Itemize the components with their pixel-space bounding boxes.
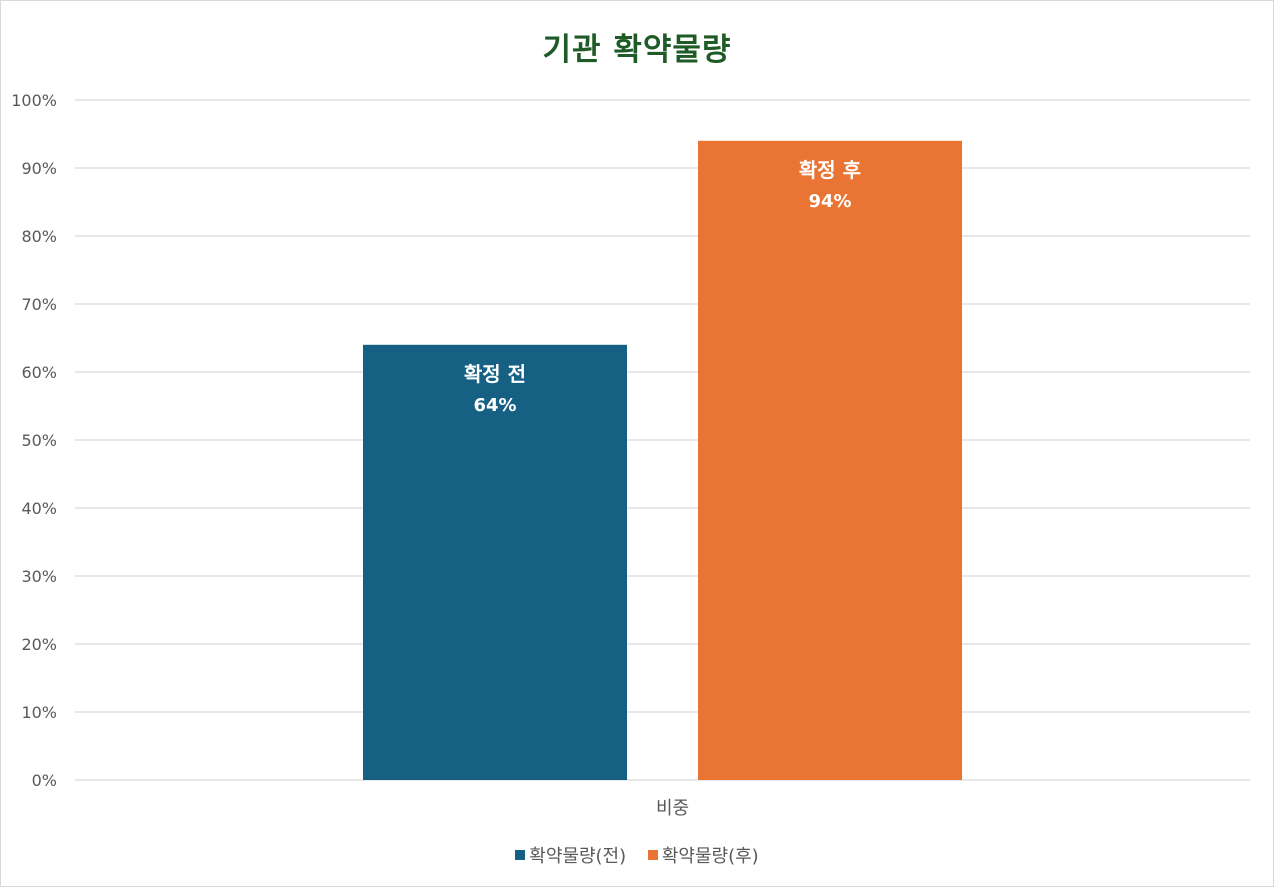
bar-value-label: 94% [808,191,851,212]
y-tick-label: 50% [21,431,57,450]
gridlines [75,99,1250,781]
bar-label: 확정 전 [464,362,526,386]
y-tick-label: 30% [21,567,57,586]
y-tick-label: 20% [21,635,57,654]
x-axis-categories: 비중 [656,798,689,819]
y-tick-label: 70% [21,295,57,314]
y-tick-label: 80% [21,227,57,246]
y-tick-label: 0% [32,771,57,790]
bar-after[interactable] [698,140,962,781]
y-axis-ticks: 0% 10% 20% 30% 40% 50% 60% 70% 80% 90% 100% [11,91,57,790]
legend-item-after[interactable]: 확약물량(후) [647,842,759,868]
y-tick-label: 100% [11,91,57,110]
y-tick-label: 10% [21,703,57,722]
x-category-label: 비중 [656,798,689,819]
y-tick-label: 60% [21,363,57,382]
bar-label: 확정 후 [799,158,861,182]
legend-item-before[interactable]: 확약물량(전) [515,842,626,868]
y-tick-label: 90% [21,159,57,178]
legend-swatch-before [515,850,526,860]
legend-swatch-after [647,850,658,860]
bar-before[interactable] [363,344,627,780]
bars: 확정 전 64% 확정 후 94% [363,140,962,781]
y-tick-label: 40% [21,499,57,518]
legend-label-before: 확약물량(전) [529,846,627,867]
legend: 확약물량(전) 확약물량(후) [0,842,1274,868]
legend-label-after: 확약물량(후) [661,846,759,867]
bar-value-label: 64% [473,395,516,416]
chart-title: 기관 확약물량 [542,32,732,68]
